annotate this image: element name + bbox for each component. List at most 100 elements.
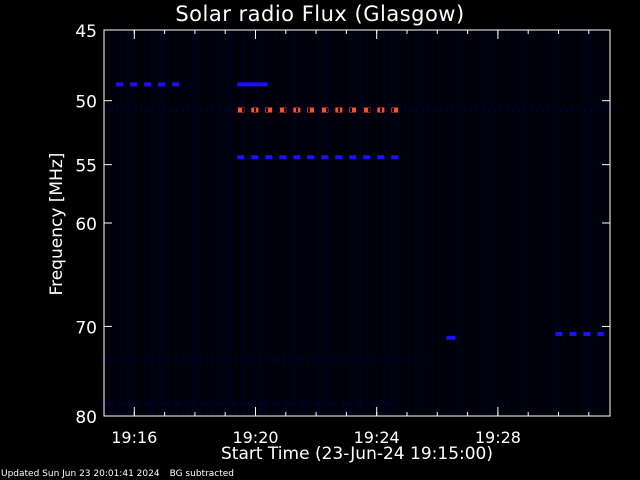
feature-segment bbox=[314, 410, 316, 415]
feature-segment bbox=[398, 358, 400, 363]
feature-segment bbox=[128, 410, 130, 415]
feature-segment bbox=[230, 358, 232, 363]
feature-segment bbox=[230, 401, 237, 406]
feature-segment bbox=[236, 410, 238, 415]
noise-column bbox=[444, 31, 446, 415]
noise-column bbox=[411, 31, 413, 415]
feature-segment bbox=[596, 108, 598, 113]
feature-segment bbox=[349, 155, 357, 160]
feature-segment bbox=[583, 332, 591, 337]
x-tick-label: 19:28 bbox=[475, 428, 521, 447]
feature-segment bbox=[286, 401, 293, 406]
feature-segment bbox=[242, 410, 244, 415]
noise-column bbox=[555, 31, 557, 415]
noise-column bbox=[291, 31, 293, 415]
feature-segment bbox=[218, 358, 220, 363]
noise-column bbox=[441, 31, 443, 415]
noise-column bbox=[207, 31, 209, 415]
feature-segment bbox=[296, 108, 298, 113]
feature-segment bbox=[172, 82, 180, 87]
noise-column bbox=[252, 31, 254, 415]
feature-segment bbox=[218, 108, 220, 113]
feature-segment bbox=[152, 108, 154, 113]
noise-column bbox=[198, 31, 200, 415]
feature-segment bbox=[248, 358, 250, 363]
feature-segment bbox=[374, 358, 376, 363]
feature-segment bbox=[158, 410, 160, 415]
feature-segment bbox=[458, 108, 460, 113]
noise-column bbox=[171, 31, 173, 415]
feature-segment bbox=[555, 332, 563, 337]
noise-column bbox=[153, 31, 155, 415]
feature-segment bbox=[363, 107, 371, 113]
feature-segment bbox=[314, 108, 316, 113]
noise-column bbox=[285, 31, 287, 415]
feature-segment bbox=[158, 358, 160, 363]
y-axis: 45 50 55 60 70 80 bbox=[75, 22, 610, 428]
noise-column bbox=[318, 31, 320, 415]
noise-column bbox=[165, 31, 167, 415]
noise-column bbox=[432, 31, 434, 415]
feature-segment bbox=[254, 108, 256, 113]
feature-segment bbox=[428, 108, 430, 113]
noise-column bbox=[519, 31, 521, 415]
noise-column bbox=[429, 31, 431, 415]
feature-segment bbox=[349, 107, 357, 113]
feature-segment bbox=[363, 155, 371, 160]
feature-segment bbox=[200, 358, 202, 363]
noise-column bbox=[417, 31, 419, 415]
noise-column bbox=[396, 31, 398, 415]
feature-segment bbox=[335, 155, 343, 160]
noise-column bbox=[135, 31, 137, 415]
feature-segment bbox=[200, 410, 202, 415]
feature-segment bbox=[308, 358, 310, 363]
noise-column bbox=[549, 31, 551, 415]
feature-segment bbox=[290, 410, 292, 415]
feature-segment bbox=[122, 108, 124, 113]
noise-column bbox=[345, 31, 347, 415]
noise-column bbox=[231, 31, 233, 415]
noise-column bbox=[486, 31, 488, 415]
noise-column bbox=[525, 31, 527, 415]
noise-column bbox=[474, 31, 476, 415]
noise-column bbox=[324, 31, 326, 415]
noise-column bbox=[186, 31, 188, 415]
noise-column bbox=[468, 31, 470, 415]
noise-column bbox=[480, 31, 482, 415]
noise-column bbox=[237, 31, 239, 415]
noise-column bbox=[276, 31, 278, 415]
noise-column bbox=[279, 31, 281, 415]
noise-column bbox=[456, 31, 458, 415]
feature-segment bbox=[116, 82, 124, 87]
noise-column bbox=[144, 31, 146, 415]
feature-segment bbox=[293, 155, 301, 160]
feature-segment bbox=[118, 401, 125, 406]
feature-segment bbox=[272, 108, 274, 113]
feature-segment bbox=[265, 155, 273, 160]
feature-segment bbox=[422, 108, 424, 113]
noise-column bbox=[228, 31, 230, 415]
feature-segment bbox=[279, 155, 287, 160]
feature-segment bbox=[332, 108, 334, 113]
noise-column bbox=[264, 31, 266, 415]
x-tick-label: 19:20 bbox=[232, 428, 278, 447]
feature-segment bbox=[542, 108, 544, 113]
noise-column bbox=[588, 31, 590, 415]
feature-segment bbox=[308, 108, 310, 113]
noise-column bbox=[426, 31, 428, 415]
feature-segment bbox=[278, 358, 280, 363]
feature-segment bbox=[278, 410, 280, 415]
feature-segment bbox=[237, 82, 268, 87]
feature-segment bbox=[132, 401, 139, 406]
noise-column bbox=[504, 31, 506, 415]
feature-segment bbox=[116, 410, 118, 415]
x-axis-label: Start Time (23-Jun-24 19:15:00) bbox=[221, 444, 493, 464]
feature-segment bbox=[260, 358, 262, 363]
feature-segment bbox=[578, 108, 580, 113]
feature-segment bbox=[122, 410, 124, 415]
feature-segment bbox=[284, 410, 286, 415]
feature-segment bbox=[116, 108, 118, 113]
noise-column bbox=[363, 31, 365, 415]
feature-segment bbox=[368, 358, 370, 363]
feature-segment bbox=[368, 108, 370, 113]
